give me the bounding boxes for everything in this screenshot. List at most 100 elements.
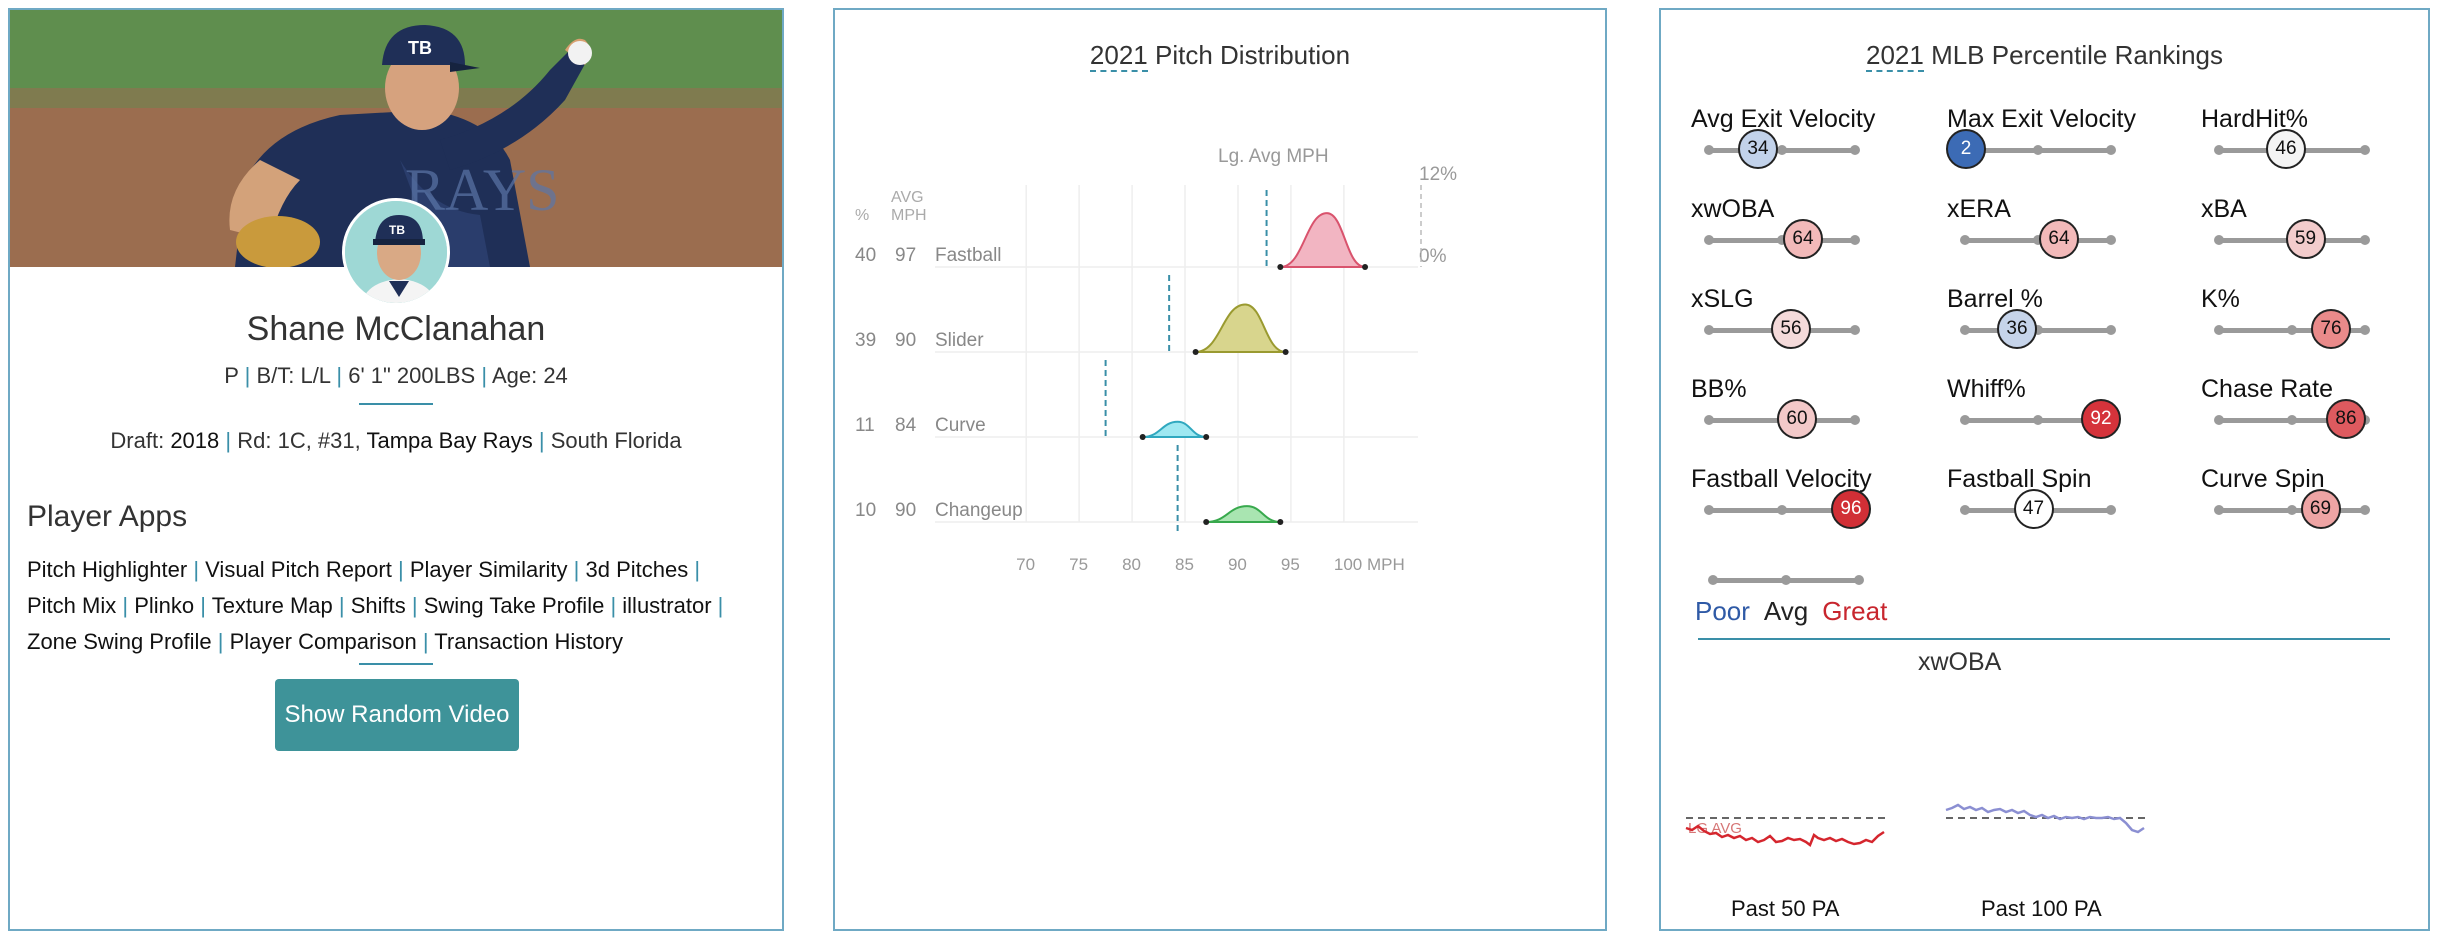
year-selector[interactable]: 2021: [1866, 40, 1924, 72]
track-tick: [1850, 325, 1860, 335]
app-link-pitch-highlighter[interactable]: Pitch Highlighter: [27, 557, 188, 582]
percentile-value-circle: 86: [2326, 399, 2366, 439]
percentile-value-circle: 60: [1777, 399, 1817, 439]
metric-label: Chase Rate: [2201, 375, 2334, 403]
range-min-dot: [1203, 519, 1210, 525]
x-tick-label: 85: [1175, 555, 1194, 574]
pitch-avg-mph: 84: [895, 415, 917, 436]
title-text: Pitch Distribution: [1147, 40, 1351, 70]
track-tick: [2214, 415, 2224, 425]
player-apps-heading: Player Apps: [27, 500, 188, 533]
track-tick: [2360, 235, 2370, 245]
percentile-metric[interactable]: xERA 64: [1947, 195, 2137, 275]
percentile-metric[interactable]: Barrel % 36: [1947, 285, 2137, 365]
velocity-distribution-curve[interactable]: [1206, 505, 1281, 523]
app-link-illustrator[interactable]: illustrator: [622, 593, 712, 618]
metric-label: xERA: [1947, 195, 2011, 223]
percentile-metric[interactable]: Fastball Spin 47: [1947, 465, 2137, 545]
app-link-shifts[interactable]: Shifts: [350, 593, 406, 618]
track-tick: [1960, 415, 1970, 425]
velocity-distribution-curve[interactable]: [1142, 420, 1207, 438]
metric-label: Whiff%: [1947, 375, 2026, 403]
app-link-3d-pitches[interactable]: 3d Pitches: [585, 557, 689, 582]
velocity-distribution-curve[interactable]: [1195, 303, 1286, 353]
metric-label: Curve Spin: [2201, 465, 2325, 493]
metric-label: K%: [2201, 285, 2240, 313]
track-tick: [2106, 325, 2116, 335]
pitch-type-name: Fastball: [935, 245, 1002, 266]
percentile-rankings-panel: 2021 MLB Percentile Rankings Avg Exit Ve…: [1659, 8, 2430, 931]
pct-max-label: 12%: [1419, 164, 1457, 185]
app-link-swing-take-profile[interactable]: Swing Take Profile: [423, 593, 605, 618]
metric-label: xBA: [2201, 195, 2247, 223]
track-tick: [2033, 325, 2043, 335]
percentile-value-circle: 36: [1997, 309, 2037, 349]
percentile-value-circle: 2: [1946, 129, 1986, 169]
title-text: MLB Percentile Rankings: [1923, 40, 2223, 70]
percentile-value-circle: 64: [1783, 219, 1823, 259]
track-tick: [2214, 325, 2224, 335]
player-name: Shane McClanahan: [246, 310, 546, 348]
pitch-type-name: Changeup: [935, 500, 1023, 521]
draft-year: 2018: [170, 428, 220, 453]
track-tick: [2287, 325, 2297, 335]
track-tick: [2033, 235, 2043, 245]
track-tick: [2287, 415, 2297, 425]
app-link-texture-map[interactable]: Texture Map: [211, 593, 333, 618]
percentile-metric[interactable]: Chase Rate 86: [2201, 375, 2391, 455]
pitch-avg-mph: 90: [895, 500, 916, 521]
percentile-metric[interactable]: K% 76: [2201, 285, 2391, 365]
percentile-track: [1960, 325, 2116, 335]
percentile-metric[interactable]: xwOBA 64: [1691, 195, 1881, 275]
percentile-metric[interactable]: Max Exit Velocity 2: [1946, 105, 2137, 185]
app-link-transaction-history[interactable]: Transaction History: [434, 629, 623, 654]
track-tick: [2214, 145, 2224, 155]
app-link-player-similarity[interactable]: Player Similarity: [409, 557, 568, 582]
xwoba-rolling-title: xwOBA: [1918, 648, 2002, 676]
section-divider: [1698, 638, 2390, 640]
year-selector[interactable]: 2021: [1089, 40, 1148, 72]
past-100-pa-label: Past 100 PA: [1981, 896, 2102, 921]
percentile-metric[interactable]: xSLG 56: [1691, 285, 1881, 365]
percentile-value-circle: 56: [1771, 309, 1811, 349]
percentile-metric[interactable]: HardHit% 46: [2201, 105, 2391, 185]
percentile-metric[interactable]: Curve Spin 69: [2201, 465, 2391, 545]
app-link-visual-pitch-report[interactable]: Visual Pitch Report: [205, 557, 392, 582]
track-tick: [1777, 505, 1787, 515]
track-tick: [2106, 505, 2116, 515]
legend-track: [1708, 575, 1864, 585]
app-link-pitch-mix[interactable]: Pitch Mix: [27, 593, 117, 618]
percentile-metric[interactable]: BB% 60: [1691, 375, 1881, 455]
col-pct-header: %: [855, 207, 869, 224]
app-link-player-comparison[interactable]: Player Comparison: [229, 629, 417, 654]
app-link-plinko[interactable]: Plinko: [134, 593, 195, 618]
metric-label: xSLG: [1691, 285, 1754, 313]
pitch-avg-mph: 90: [895, 330, 916, 351]
track-tick: [2106, 235, 2116, 245]
percentile-metric[interactable]: Whiff% 92: [1947, 375, 2137, 455]
range-min-dot: [1139, 434, 1146, 440]
percentile-metric[interactable]: Avg Exit Velocity 34: [1691, 105, 1881, 185]
draft-team: Tampa Bay Rays: [366, 428, 533, 453]
app-link-zone-swing-profile[interactable]: Zone Swing Profile: [27, 629, 212, 654]
track-tick: [1777, 235, 1787, 245]
metric-label: Fastball Spin: [1947, 465, 2092, 493]
metric-label: Fastball Velocity: [1691, 465, 1872, 493]
show-random-video-button[interactable]: Show Random Video: [275, 679, 519, 751]
velocity-distribution-curve[interactable]: [1280, 212, 1366, 268]
legend-great: Great: [1822, 596, 1888, 626]
range-max-dot: [1282, 349, 1289, 355]
track-tick: [1777, 145, 1787, 155]
legend-avg: Avg: [1763, 596, 1809, 626]
player-bats-throws: B/T: L/L: [256, 363, 331, 388]
metric-label: HardHit%: [2201, 105, 2308, 133]
percentile-metric[interactable]: xBA 59: [2201, 195, 2391, 275]
percentile-value-circle: 96: [1831, 489, 1871, 529]
track-tick: [1960, 505, 1970, 515]
percentile-metric[interactable]: Fastball Velocity 96: [1691, 465, 1881, 545]
percentile-legend: Poor Avg Great: [1695, 596, 1901, 627]
x-tick-label: 75: [1069, 555, 1088, 574]
player-card: RAYS TB TB Shane McClanahan P |: [8, 8, 784, 931]
track-tick: [2106, 145, 2116, 155]
draft-school: South Florida: [550, 428, 682, 453]
